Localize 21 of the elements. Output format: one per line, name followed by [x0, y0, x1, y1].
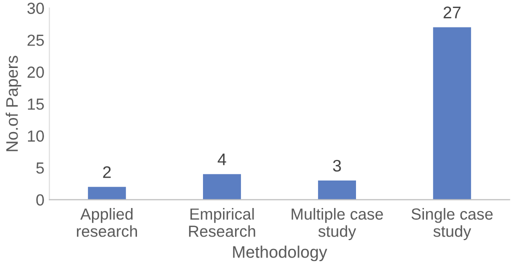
x-tick-label: Single case study — [412, 208, 493, 240]
y-tick-label: 0 — [36, 194, 44, 206]
data-label: 2 — [103, 166, 111, 178]
data-label: 27 — [444, 6, 461, 18]
x-tick-label: Multiple case study — [292, 208, 383, 240]
bar — [433, 27, 472, 200]
data-label: 3 — [333, 160, 341, 172]
y-axis-title: No.of Papers — [6, 56, 22, 152]
bar — [88, 186, 126, 200]
y-tick-label: 10 — [28, 130, 44, 142]
y-tick-label: 5 — [36, 162, 44, 174]
x-axis-title: Methodology — [233, 246, 328, 262]
data-label: 4 — [218, 154, 226, 166]
x-tick-label: Empirical Research — [189, 208, 256, 237]
y-tick-label: 20 — [28, 66, 44, 78]
bar — [202, 174, 241, 200]
y-tick-label: 15 — [28, 98, 44, 110]
x-tick-label: Applied research — [76, 208, 137, 237]
y-tick-label: 30 — [27, 2, 44, 14]
bar — [318, 180, 356, 200]
y-tick-label: 25 — [28, 34, 44, 46]
